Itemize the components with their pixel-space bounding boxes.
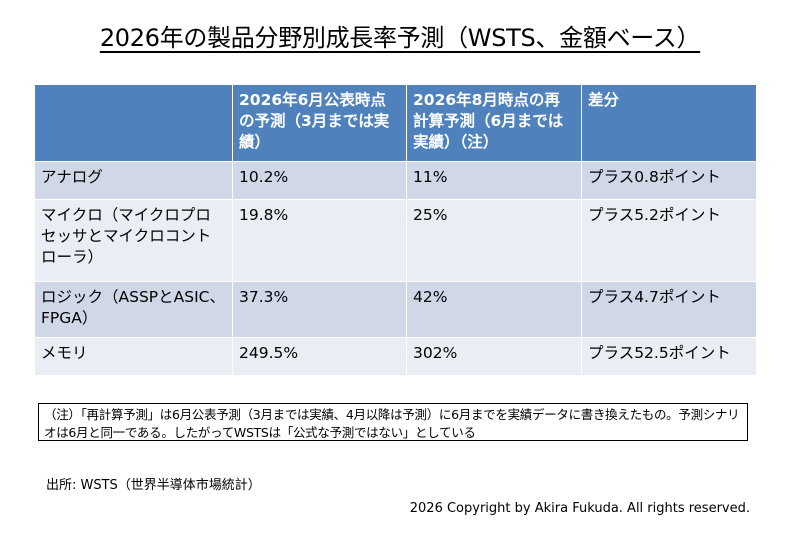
table-header-row: 2026年6月公表時点の予測（3月までは実績） 2026年8月時点の再計算予測（… <box>34 84 757 162</box>
row-difference: プラス0.8ポイント <box>581 161 757 200</box>
row-category: アナログ <box>34 161 233 200</box>
row-difference: プラス52.5ポイント <box>581 337 757 376</box>
row-category: メモリ <box>34 337 233 376</box>
header-august-forecast: 2026年8月時点の再計算予測（6月までは実績）（注） <box>406 84 582 162</box>
table-row: ロジック（ASSPとASIC、FPGA） 37.3% 42% プラス4.7ポイン… <box>34 281 757 338</box>
row-june-value: 249.5% <box>232 337 407 376</box>
header-june-forecast: 2026年6月公表時点の予測（3月までは実績） <box>232 84 407 162</box>
table-row: メモリ 249.5% 302% プラス52.5ポイント <box>34 337 757 376</box>
row-june-value: 19.8% <box>232 199 407 282</box>
table-row: アナログ 10.2% 11% プラス0.8ポイント <box>34 161 757 200</box>
row-difference: プラス4.7ポイント <box>581 281 757 338</box>
table-row: マイクロ（マイクロプロセッサとマイクロコントローラ） 19.8% 25% プラス… <box>34 199 757 282</box>
row-august-value: 25% <box>406 199 582 282</box>
copyright-notice: 2026 Copyright by Akira Fukuda. All righ… <box>409 501 750 516</box>
growth-forecast-table: 2026年6月公表時点の予測（3月までは実績） 2026年8月時点の再計算予測（… <box>34 84 757 376</box>
row-august-value: 42% <box>406 281 582 338</box>
row-august-value: 302% <box>406 337 582 376</box>
header-difference: 差分 <box>581 84 757 162</box>
row-august-value: 11% <box>406 161 582 200</box>
row-june-value: 10.2% <box>232 161 407 200</box>
row-category: マイクロ（マイクロプロセッサとマイクロコントローラ） <box>34 199 233 282</box>
row-difference: プラス5.2ポイント <box>581 199 757 282</box>
page-title: 2026年の製品分野別成長率予測（WSTS、金額ベース） <box>99 24 701 52</box>
footnote-box: （注）「再計算予測」は6月公表予測（3月までは実績、4月以降は予測）に6月までを… <box>38 403 748 441</box>
source-credit: 出所: WSTS（世界半導体市場統計） <box>46 478 261 493</box>
row-category: ロジック（ASSPとASIC、FPGA） <box>34 281 233 338</box>
header-category <box>34 84 233 162</box>
row-june-value: 37.3% <box>232 281 407 338</box>
